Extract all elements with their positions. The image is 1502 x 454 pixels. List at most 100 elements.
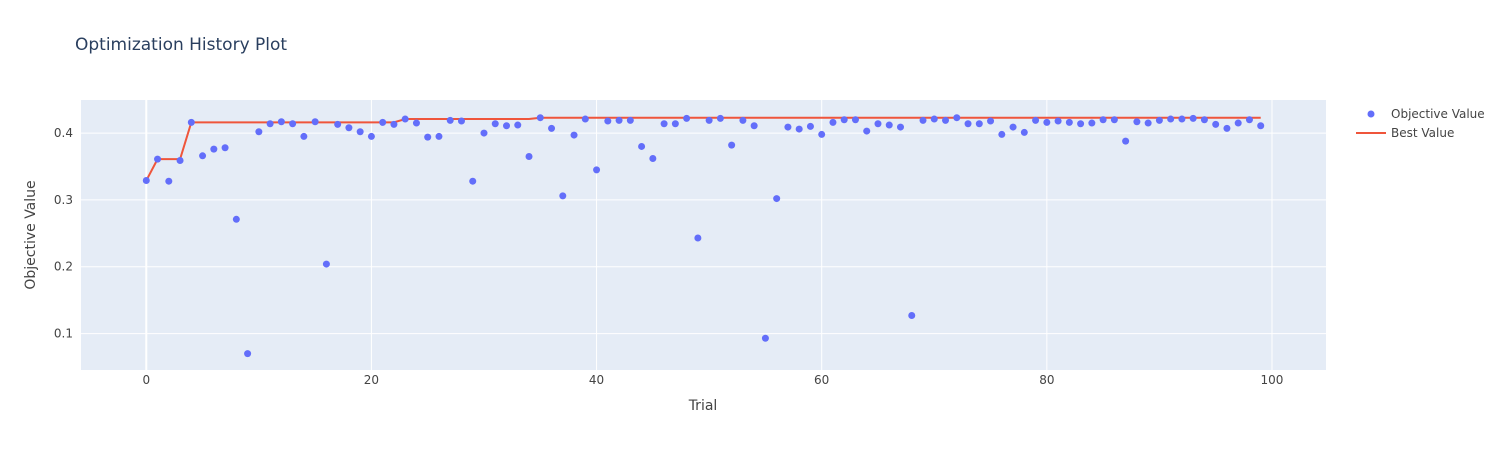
objective-value-point[interactable] [548, 124, 556, 132]
objective-value-point[interactable] [908, 312, 916, 320]
objective-value-point[interactable] [232, 215, 240, 223]
objective-value-point[interactable] [379, 118, 387, 126]
objective-value-point[interactable] [1178, 115, 1186, 123]
objective-value-point[interactable] [581, 115, 589, 123]
objective-value-point[interactable] [311, 118, 319, 126]
objective-value-point[interactable] [491, 120, 499, 128]
objective-value-point[interactable] [671, 120, 679, 128]
objective-value-point[interactable] [514, 121, 522, 129]
objective-value-point[interactable] [1245, 116, 1253, 124]
objective-value-point[interactable] [435, 132, 443, 140]
objective-value-point[interactable] [1054, 117, 1062, 125]
objective-value-point[interactable] [840, 116, 848, 124]
objective-value-point[interactable] [930, 115, 938, 123]
legend-item-objective-value[interactable]: Objective Value [1367, 107, 1485, 121]
objective-value-point[interactable] [446, 116, 454, 124]
objective-value-point[interactable] [694, 234, 702, 242]
objective-value-point[interactable] [480, 129, 488, 137]
objective-value-point[interactable] [761, 334, 769, 342]
objective-value-point[interactable] [1155, 116, 1163, 124]
objective-value-point[interactable] [705, 116, 713, 124]
objective-value-point[interactable] [728, 141, 736, 149]
objective-value-point[interactable] [604, 117, 612, 125]
objective-value-point[interactable] [1212, 120, 1220, 128]
objective-value-point[interactable] [165, 177, 173, 185]
objective-value-point[interactable] [469, 177, 477, 185]
objective-value-point[interactable] [1032, 116, 1040, 124]
objective-value-point[interactable] [919, 116, 927, 124]
objective-value-point[interactable] [154, 155, 162, 163]
objective-value-point[interactable] [739, 116, 747, 124]
objective-value-point[interactable] [1167, 115, 1175, 123]
objective-value-point[interactable] [503, 122, 511, 130]
objective-value-point[interactable] [987, 117, 995, 125]
objective-value-point[interactable] [863, 127, 871, 135]
objective-value-point[interactable] [424, 133, 432, 141]
objective-value-point[interactable] [334, 120, 342, 128]
objective-value-point[interactable] [874, 120, 882, 128]
objective-value-point[interactable] [199, 152, 207, 160]
objective-value-point[interactable] [1257, 122, 1265, 130]
objective-value-point[interactable] [266, 120, 274, 128]
objective-value-point[interactable] [187, 118, 195, 126]
objective-value-point[interactable] [806, 122, 814, 130]
objective-value-point[interactable] [1223, 124, 1231, 132]
objective-value-point[interactable] [1077, 120, 1085, 128]
objective-value-point[interactable] [570, 131, 578, 139]
objective-value-point[interactable] [390, 120, 398, 128]
objective-value-point[interactable] [773, 195, 781, 203]
objective-value-point[interactable] [1088, 119, 1096, 127]
objective-value-point[interactable] [1099, 116, 1107, 124]
objective-value-point[interactable] [975, 120, 983, 128]
objective-value-point[interactable] [829, 118, 837, 126]
objective-value-point[interactable] [345, 124, 353, 132]
objective-value-point[interactable] [964, 120, 972, 128]
objective-value-point[interactable] [649, 154, 657, 162]
objective-value-point[interactable] [1009, 123, 1017, 131]
objective-value-point[interactable] [525, 152, 533, 160]
objective-value-point[interactable] [615, 116, 623, 124]
objective-value-point[interactable] [750, 122, 758, 130]
objective-value-point[interactable] [210, 145, 218, 153]
objective-value-point[interactable] [401, 115, 409, 123]
objective-value-point[interactable] [142, 177, 150, 185]
objective-value-point[interactable] [1189, 114, 1197, 122]
objective-value-point[interactable] [626, 116, 634, 124]
objective-value-point[interactable] [1122, 137, 1130, 145]
legend-item-best-value[interactable]: Best Value [1356, 126, 1454, 140]
objective-value-point[interactable] [942, 116, 950, 124]
legend[interactable]: Objective Value Best Value [1356, 107, 1485, 140]
objective-value-point[interactable] [412, 119, 420, 127]
objective-value-point[interactable] [536, 114, 544, 122]
objective-value-point[interactable] [457, 117, 465, 125]
objective-value-point[interactable] [1110, 116, 1118, 124]
objective-value-point[interactable] [277, 118, 285, 126]
objective-value-point[interactable] [367, 132, 375, 140]
objective-value-point[interactable] [1234, 119, 1242, 127]
objective-value-point[interactable] [356, 128, 364, 136]
objective-value-point[interactable] [998, 130, 1006, 138]
objective-value-point[interactable] [1144, 119, 1152, 127]
objective-value-point[interactable] [683, 114, 691, 122]
objective-value-point[interactable] [638, 142, 646, 150]
objective-value-point[interactable] [255, 128, 263, 136]
objective-value-point[interactable] [300, 132, 308, 140]
objective-value-point[interactable] [795, 125, 803, 133]
objective-value-point[interactable] [289, 120, 297, 128]
objective-value-point[interactable] [322, 260, 330, 268]
objective-value-point[interactable] [1043, 118, 1051, 126]
objective-value-point[interactable] [660, 120, 668, 128]
objective-value-point[interactable] [176, 156, 184, 164]
objective-value-point[interactable] [818, 130, 826, 138]
objective-value-point[interactable] [1020, 128, 1028, 136]
objective-value-point[interactable] [244, 350, 252, 358]
objective-value-point[interactable] [593, 166, 601, 174]
objective-value-point[interactable] [1133, 118, 1141, 126]
objective-value-point[interactable] [885, 121, 893, 129]
objective-value-point[interactable] [221, 144, 229, 152]
objective-value-point[interactable] [559, 192, 567, 200]
objective-value-point[interactable] [716, 114, 724, 122]
objective-value-point[interactable] [851, 116, 859, 124]
objective-value-point[interactable] [896, 123, 904, 131]
objective-value-point[interactable] [784, 123, 792, 131]
